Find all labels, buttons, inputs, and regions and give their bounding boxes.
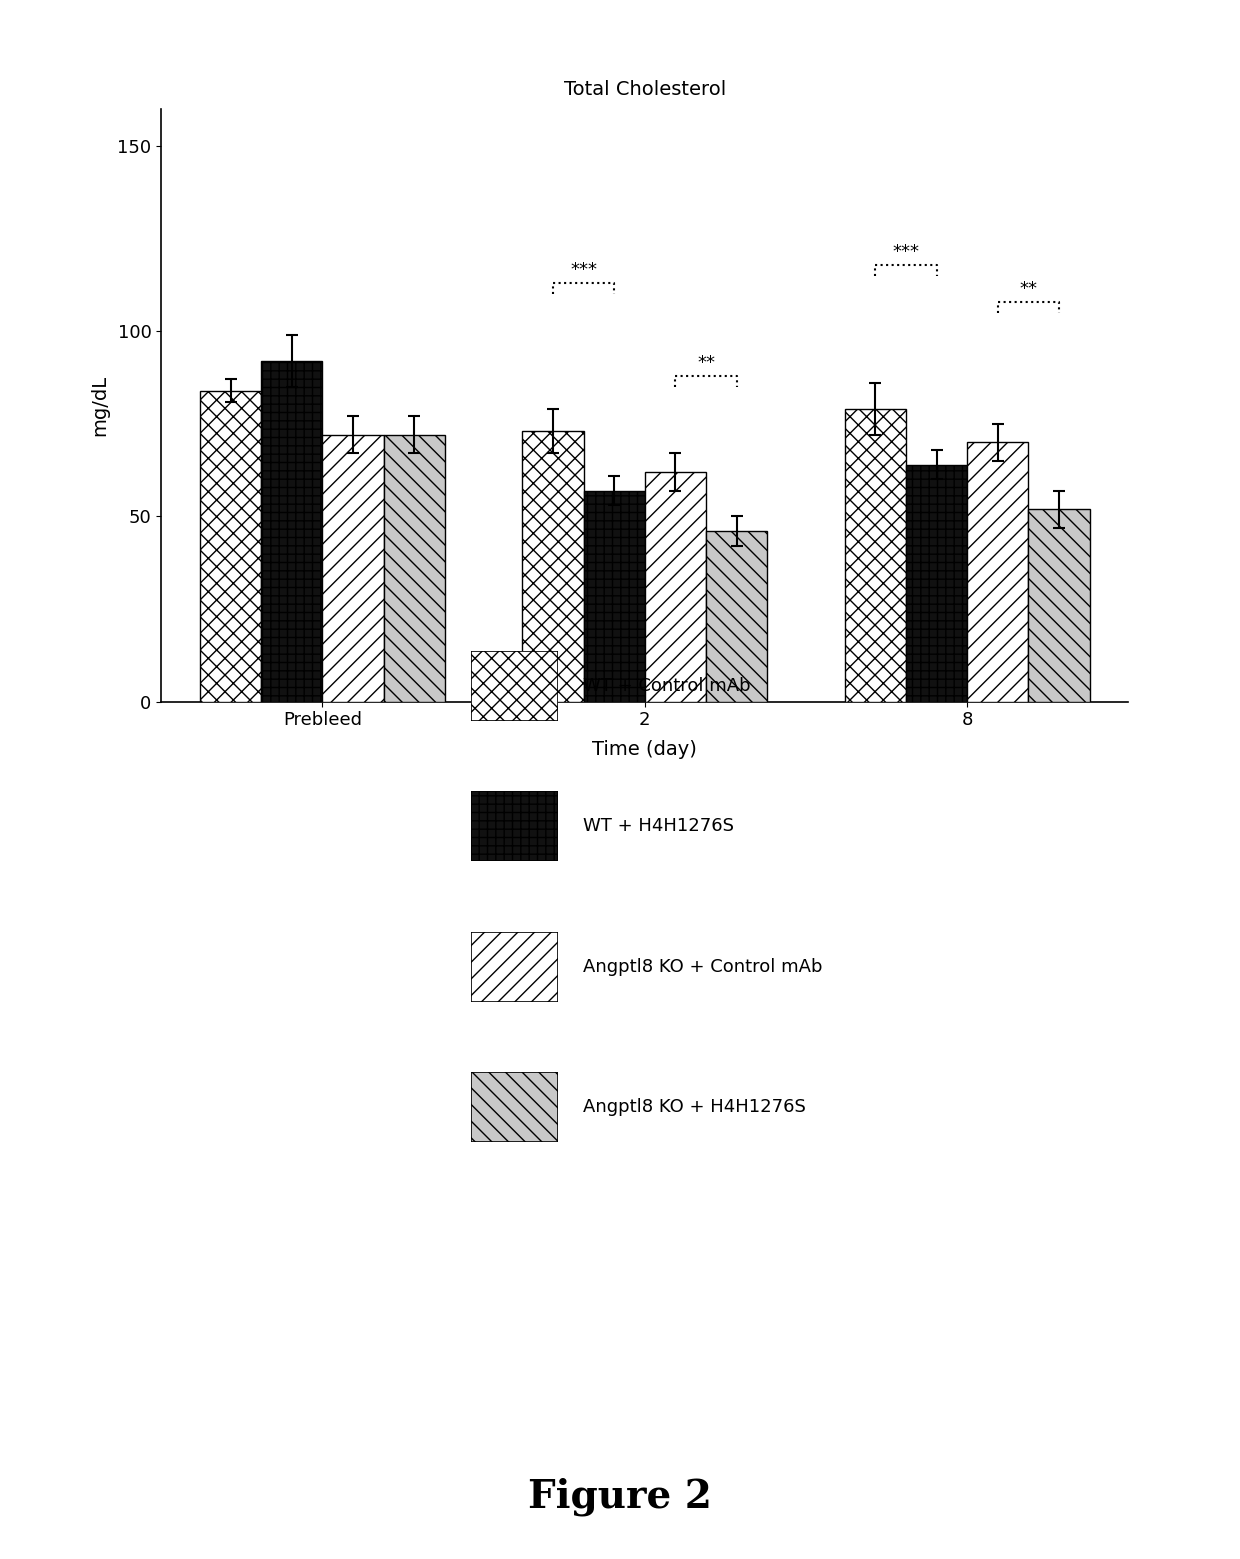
Text: Figure 2: Figure 2 bbox=[528, 1478, 712, 1515]
FancyBboxPatch shape bbox=[471, 650, 558, 720]
Bar bbox=[262, 362, 322, 702]
Text: ***: *** bbox=[893, 243, 919, 260]
Bar bbox=[1028, 508, 1090, 702]
FancyBboxPatch shape bbox=[471, 790, 558, 861]
Bar bbox=[844, 408, 906, 702]
Text: **: ** bbox=[1019, 281, 1038, 298]
Bar bbox=[906, 465, 967, 702]
Bar bbox=[522, 432, 584, 702]
Text: **: ** bbox=[697, 354, 715, 373]
Bar bbox=[584, 491, 645, 702]
Bar bbox=[645, 472, 706, 702]
Y-axis label: mg/dL: mg/dL bbox=[91, 374, 109, 437]
Text: Angptl8 KO + H4H1276S: Angptl8 KO + H4H1276S bbox=[583, 1098, 806, 1116]
FancyBboxPatch shape bbox=[471, 1073, 558, 1141]
FancyBboxPatch shape bbox=[471, 931, 558, 1001]
Bar bbox=[967, 443, 1028, 702]
Bar bbox=[322, 435, 383, 702]
Text: Angptl8 KO + Control mAb: Angptl8 KO + Control mAb bbox=[583, 957, 822, 976]
Bar bbox=[200, 390, 262, 702]
X-axis label: Time (day): Time (day) bbox=[593, 741, 697, 759]
Text: WT + H4H1276S: WT + H4H1276S bbox=[583, 817, 734, 836]
Title: Total Cholesterol: Total Cholesterol bbox=[564, 80, 725, 100]
Bar bbox=[383, 435, 445, 702]
Text: ***: *** bbox=[570, 262, 596, 279]
Bar bbox=[706, 532, 768, 702]
Text: WT + Control mAb: WT + Control mAb bbox=[583, 677, 750, 695]
